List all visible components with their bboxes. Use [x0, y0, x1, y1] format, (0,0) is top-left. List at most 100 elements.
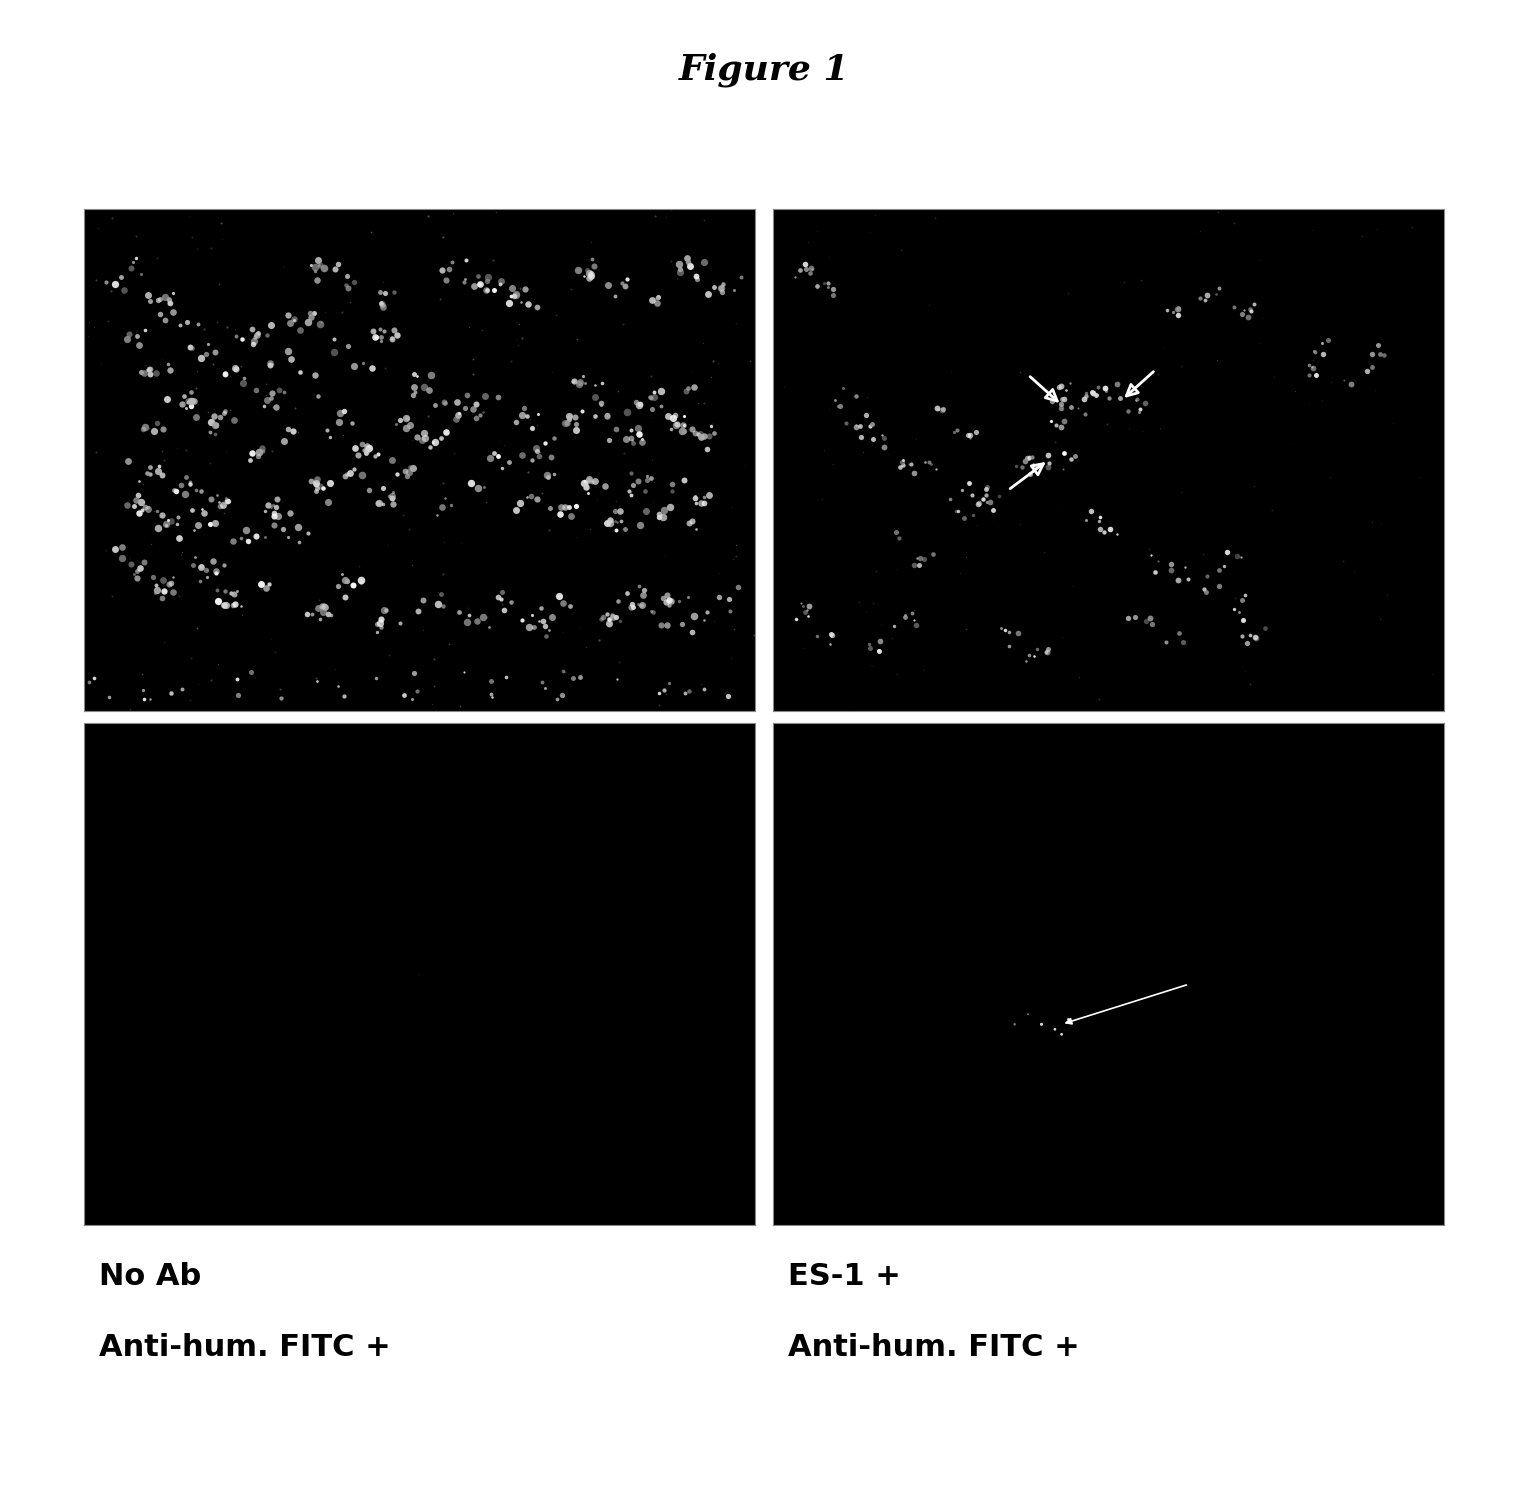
Point	[382, 281, 406, 305]
Point	[1161, 300, 1186, 324]
Point	[254, 372, 278, 396]
Point	[538, 496, 562, 520]
Point	[628, 423, 652, 447]
Point	[799, 257, 824, 281]
Point	[179, 499, 203, 523]
Point	[553, 660, 578, 684]
Point	[196, 332, 220, 356]
Point	[503, 409, 527, 433]
Point	[133, 318, 157, 342]
Point	[396, 414, 420, 438]
Point	[489, 587, 513, 611]
Point	[902, 462, 926, 486]
Point	[413, 375, 437, 399]
Point	[465, 608, 489, 632]
Point	[272, 429, 296, 453]
Point	[1368, 342, 1392, 366]
Point	[376, 642, 400, 666]
Point	[298, 302, 322, 326]
Point	[196, 400, 220, 424]
Point	[394, 465, 419, 489]
Point	[160, 300, 185, 324]
Point	[905, 613, 929, 636]
Point	[153, 308, 177, 332]
Point	[1239, 299, 1264, 323]
Point	[170, 542, 194, 566]
Point	[547, 502, 571, 526]
Point	[307, 252, 332, 276]
Point	[793, 257, 817, 281]
Point	[819, 623, 843, 647]
Point	[240, 317, 264, 341]
Point	[857, 220, 882, 244]
Point	[1128, 397, 1152, 421]
Point	[507, 312, 532, 336]
Point	[796, 230, 821, 254]
Point	[1221, 212, 1245, 236]
Point	[542, 462, 567, 486]
Point	[504, 282, 529, 306]
Point	[144, 362, 168, 385]
Point	[524, 436, 549, 460]
Point	[431, 224, 455, 248]
Point	[466, 264, 490, 288]
Point	[437, 498, 461, 521]
Point	[591, 605, 616, 629]
Point	[223, 356, 248, 379]
Point	[1083, 382, 1108, 406]
Point	[527, 610, 552, 633]
Point	[199, 236, 223, 260]
Point	[322, 257, 347, 281]
Point	[234, 518, 258, 542]
Point	[150, 502, 174, 526]
Point	[1134, 391, 1158, 415]
Point	[539, 445, 564, 469]
Point	[944, 418, 969, 442]
Point	[724, 533, 749, 557]
Point	[510, 442, 535, 466]
Point	[179, 647, 203, 671]
Point	[784, 608, 808, 632]
Point	[1088, 505, 1112, 529]
Point	[260, 387, 284, 411]
Point	[220, 593, 244, 617]
Point	[616, 581, 640, 605]
Point	[579, 264, 604, 288]
Point	[304, 472, 329, 496]
Point	[1016, 447, 1041, 471]
Point	[1074, 508, 1099, 532]
Point	[1137, 536, 1161, 560]
Point	[516, 460, 541, 484]
Point	[127, 469, 151, 493]
Point	[1086, 375, 1111, 399]
Point	[857, 414, 882, 438]
Point	[973, 483, 998, 506]
Point	[460, 396, 484, 420]
Point	[1206, 200, 1230, 224]
Point	[222, 408, 246, 432]
Point	[299, 469, 324, 493]
Point	[131, 417, 156, 441]
Point	[1300, 356, 1325, 379]
Point	[594, 405, 619, 429]
Point	[128, 490, 153, 514]
Point	[715, 684, 740, 708]
Point	[1174, 556, 1198, 580]
Point	[536, 465, 561, 489]
Point	[1212, 554, 1236, 578]
Point	[413, 426, 437, 450]
Point	[567, 616, 591, 639]
Point	[900, 601, 924, 624]
Point	[287, 360, 312, 384]
Point	[185, 359, 209, 382]
Point	[358, 436, 382, 460]
Point	[668, 257, 692, 281]
Point	[578, 260, 602, 284]
Point	[1059, 447, 1083, 471]
Point	[888, 239, 912, 263]
Point	[411, 589, 435, 613]
Point	[957, 423, 981, 447]
Point	[422, 647, 446, 671]
Point	[252, 499, 277, 523]
Point	[177, 335, 202, 359]
